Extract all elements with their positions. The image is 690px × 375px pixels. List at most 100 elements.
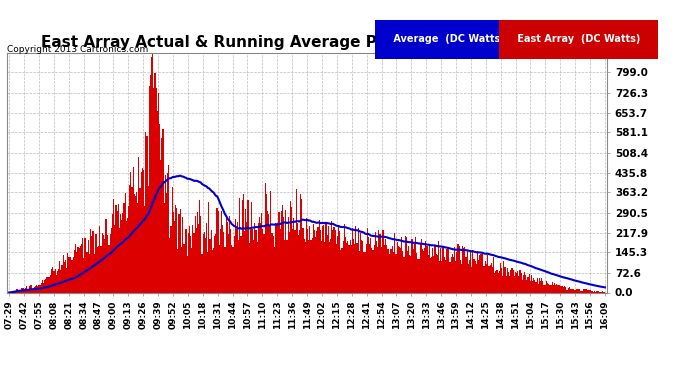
Bar — [451, 257, 452, 292]
Bar — [438, 240, 439, 292]
Bar — [561, 285, 562, 292]
Bar — [502, 276, 503, 292]
Bar — [537, 278, 538, 292]
Bar — [360, 233, 361, 292]
Bar — [169, 238, 170, 292]
Bar — [555, 285, 556, 292]
Bar — [117, 210, 118, 292]
Bar — [175, 205, 176, 292]
Bar — [120, 214, 121, 292]
Bar — [219, 245, 220, 292]
Bar — [297, 223, 298, 292]
Bar — [205, 238, 206, 292]
Bar — [313, 224, 314, 292]
Bar — [470, 250, 471, 292]
Bar — [25, 288, 26, 292]
Bar — [81, 244, 82, 292]
Bar — [494, 273, 495, 292]
Bar — [404, 236, 406, 292]
Bar — [63, 262, 65, 292]
Bar — [587, 290, 589, 292]
Bar — [485, 261, 486, 292]
Bar — [115, 205, 117, 292]
Bar — [602, 291, 603, 292]
Bar — [503, 261, 504, 292]
Bar — [480, 254, 482, 292]
Bar — [491, 262, 492, 292]
Bar — [283, 217, 284, 292]
Bar — [274, 247, 275, 292]
Bar — [244, 231, 245, 292]
Bar — [228, 234, 229, 292]
Bar — [229, 216, 230, 292]
Bar — [394, 233, 395, 292]
Bar — [197, 212, 198, 292]
Bar — [433, 256, 435, 292]
Bar — [55, 269, 56, 292]
Bar — [532, 281, 533, 292]
Bar — [189, 226, 190, 292]
Bar — [92, 231, 94, 292]
Bar — [165, 174, 166, 292]
Bar — [46, 277, 48, 292]
Bar — [413, 249, 414, 292]
Bar — [471, 267, 473, 292]
Bar — [457, 244, 459, 292]
Bar — [333, 227, 335, 292]
Bar — [408, 246, 409, 292]
Bar — [139, 188, 141, 292]
Bar — [259, 217, 260, 292]
Bar — [518, 276, 520, 292]
Bar — [299, 230, 300, 292]
Bar — [378, 230, 380, 292]
Bar — [336, 244, 337, 292]
Bar — [569, 287, 570, 292]
Bar — [12, 291, 13, 292]
Bar — [384, 245, 385, 292]
Bar — [70, 260, 72, 292]
Bar — [279, 230, 281, 292]
Bar — [286, 240, 288, 292]
Bar — [351, 245, 352, 292]
Bar — [593, 291, 594, 292]
Bar — [144, 206, 145, 292]
Bar — [153, 88, 155, 292]
Bar — [568, 288, 569, 292]
Bar — [48, 277, 49, 292]
Bar — [554, 284, 555, 292]
Bar — [220, 229, 221, 292]
Bar — [522, 280, 523, 292]
Bar — [90, 229, 91, 292]
Bar — [421, 239, 422, 292]
Bar — [391, 249, 392, 292]
Bar — [161, 138, 162, 292]
Bar — [411, 239, 413, 292]
Bar — [167, 172, 168, 292]
Bar — [295, 189, 297, 292]
Bar — [68, 257, 70, 292]
Bar — [61, 265, 63, 292]
Text: Copyright 2013 Cartronics.com: Copyright 2013 Cartronics.com — [7, 45, 148, 54]
Bar — [414, 243, 415, 292]
Bar — [236, 229, 237, 292]
Bar — [39, 285, 41, 292]
Bar — [415, 237, 416, 292]
Bar — [137, 202, 138, 292]
Bar — [210, 230, 212, 292]
Bar — [278, 212, 279, 292]
Bar — [91, 236, 92, 292]
Title: East Array Actual & Running Average Power Tue Dec 31 16:17: East Array Actual & Running Average Powe… — [41, 35, 573, 50]
Bar — [67, 254, 68, 292]
Bar — [49, 277, 50, 292]
Bar — [432, 248, 433, 292]
Bar — [560, 286, 561, 292]
Bar — [329, 242, 330, 292]
Bar — [439, 261, 440, 292]
Bar — [204, 232, 205, 292]
Bar — [463, 248, 464, 292]
Bar — [155, 88, 157, 292]
Bar — [359, 251, 360, 292]
Bar — [130, 172, 131, 292]
Bar — [201, 254, 203, 292]
Bar — [129, 185, 130, 292]
